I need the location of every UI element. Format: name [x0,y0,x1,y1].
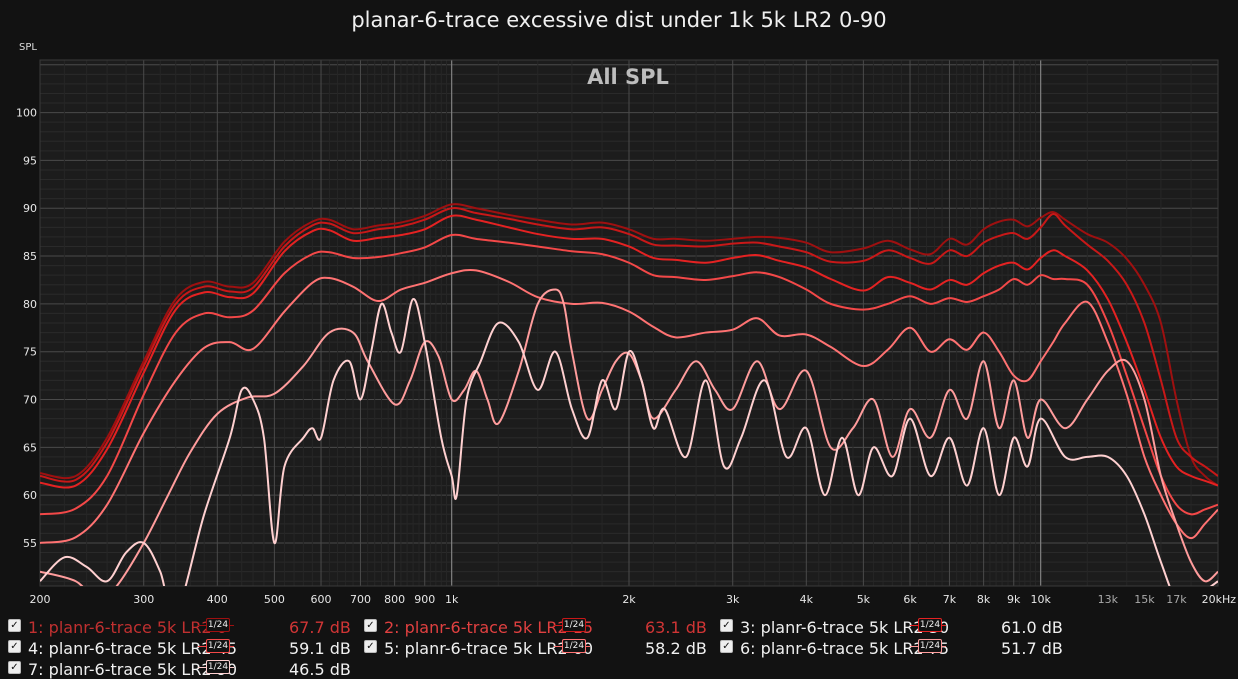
x-tick-label: 15k [1134,593,1155,606]
x-tick-label: 17k [1166,593,1187,606]
legend-value: 61.0 dB [1001,618,1063,637]
series-line-1[interactable] [40,203,1218,487]
y-tick-label: 85 [23,250,37,263]
legend-smoothing[interactable]: 1/24 [910,618,946,632]
legend-checkbox[interactable]: ✓ [8,619,21,632]
smoothing-label: 1/24 [918,618,942,632]
legend-checkbox[interactable]: ✓ [8,640,21,653]
x-tick-label: 20kHz [1202,593,1237,606]
y-tick-label: 90 [23,202,37,215]
x-tick-label: 600 [311,593,332,606]
legend-checkbox[interactable]: ✓ [364,619,377,632]
x-tick-label: 8k [977,593,991,606]
smoothing-label: 1/24 [562,639,586,653]
x-tick-label: 5k [857,593,871,606]
series-line-7[interactable] [40,298,1218,616]
x-tick-label: 500 [264,593,285,606]
y-tick-label: 65 [23,441,37,454]
legend-smoothing[interactable]: 1/24 [910,639,946,653]
smoothing-label: 1/24 [918,639,942,653]
legend-smoothing[interactable]: 1/24 [198,639,234,653]
x-tick-label: 10k [1031,593,1052,606]
x-tick-label: 4k [800,593,814,606]
legend-value: 63.1 dB [645,618,707,637]
y-axis: 55 60 65 70 75 80 85 90 95 100 [16,107,37,550]
x-tick-label: 900 [414,593,435,606]
x-tick-label: 1k [445,593,459,606]
x-tick-label: 9k [1007,593,1021,606]
legend-series-name[interactable]: 3: planr-6-trace 5k LR2 30 [740,618,950,637]
legend-series-name[interactable]: 4: planr-6-trace 5k LR2 45 [28,639,238,658]
legend-checkbox[interactable]: ✓ [720,640,733,653]
y-tick-label: 80 [23,298,37,311]
series-line-2[interactable] [40,207,1218,483]
legend-smoothing[interactable]: 1/24 [554,618,590,632]
y-tick-label: 75 [23,346,37,359]
y-tick-label: 60 [23,489,37,502]
x-tick-label: 300 [133,593,154,606]
y-tick-label: 100 [16,107,37,120]
x-tick-label: 2k [622,593,636,606]
plot-frame [39,59,1219,587]
legend-smoothing[interactable]: 1/24 [198,660,234,674]
x-tick-label: 400 [207,593,228,606]
legend-value: 58.2 dB [645,639,707,658]
series-group [40,203,1218,616]
y-tick-label: 55 [23,537,37,550]
legend-value: 59.1 dB [289,639,351,658]
smoothing-label: 1/24 [562,618,586,632]
legend-series-name[interactable]: 2: planr-6-trace 5k LR2 15 [384,618,594,637]
legend-series-name[interactable]: 6: planr-6-trace 5k LR2 75 [740,639,950,658]
x-tick-label: 200 [30,593,51,606]
legend-smoothing[interactable]: 1/24 [198,618,234,632]
legend-series-name[interactable]: 1: planr-6-trace 5k LR2 0 [28,618,227,637]
chart-title: planar-6-trace excessive dist under 1k 5… [351,8,887,32]
legend-series-name[interactable]: 7: planr-6-trace 5k LR2 90 [28,660,238,679]
smoothing-label: 1/24 [206,639,230,653]
series-line-4[interactable] [40,233,1218,516]
y-tick-label: 95 [23,154,37,167]
overlay-label: All SPL [587,65,669,89]
x-tick-label: 13k [1098,593,1119,606]
smoothing-label: 1/24 [206,618,230,632]
series-line-3[interactable] [40,214,1218,489]
x-tick-label: 700 [350,593,371,606]
y-tick-label: 70 [23,394,37,407]
grid [39,59,1219,587]
x-tick-label: 3k [726,593,740,606]
series-line-5[interactable] [40,268,1218,544]
legend-value: 67.7 dB [289,618,351,637]
legend-checkbox[interactable]: ✓ [720,619,733,632]
legend-checkbox[interactable]: ✓ [8,661,21,674]
legend-value: 51.7 dB [1001,639,1063,658]
x-tick-label: 6k [903,593,917,606]
legend-checkbox[interactable]: ✓ [364,640,377,653]
legend-value: 46.5 dB [289,660,351,679]
x-tick-label: 800 [384,593,405,606]
x-axis: 200 300 400 500 600 700 800 900 1k 2k 3k 4k 5k 6k 7k 8k… [30,593,1237,606]
legend-smoothing[interactable]: 1/24 [554,639,590,653]
y-axis-label: SPL [19,42,37,53]
x-tick-label: 7k [943,593,957,606]
legend-series-name[interactable]: 5: planr-6-trace 5k LR2 60 [384,639,594,658]
smoothing-label: 1/24 [206,660,230,674]
